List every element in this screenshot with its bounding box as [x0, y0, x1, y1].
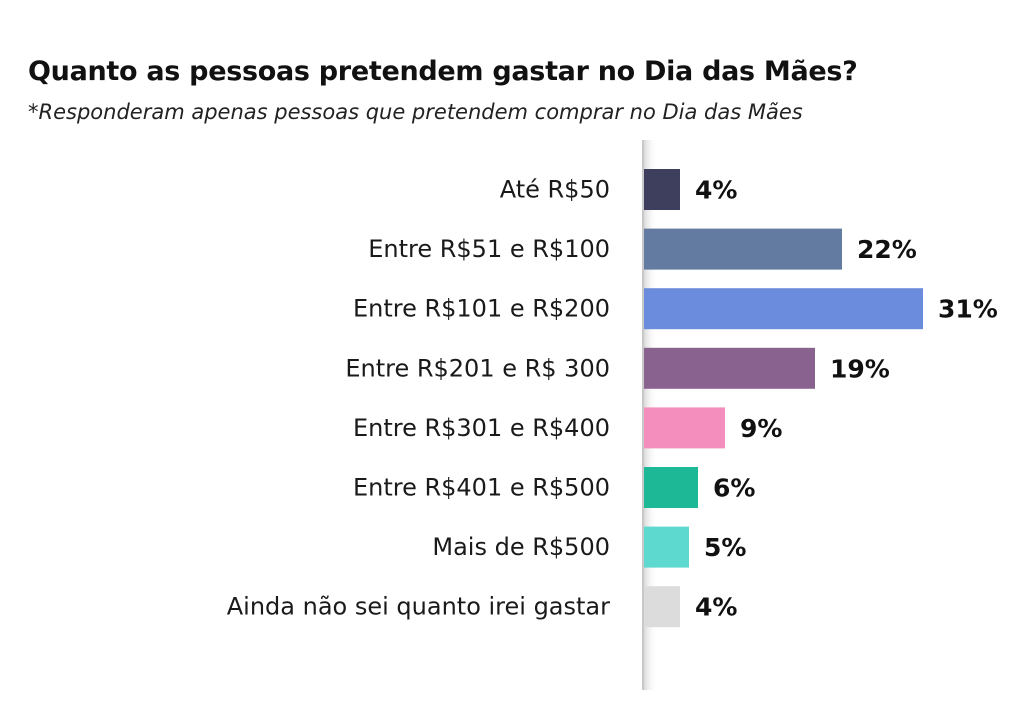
category-label: Mais de R$500	[432, 533, 610, 561]
bar	[644, 169, 680, 210]
bar	[644, 526, 689, 568]
data-label: 6%	[713, 474, 755, 503]
bar	[644, 467, 698, 508]
data-label: 5%	[704, 533, 746, 562]
bar	[644, 288, 923, 330]
category-label: Entre R$201 e R$ 300	[345, 354, 610, 382]
bar	[644, 347, 815, 389]
data-label: 22%	[857, 235, 917, 264]
category-label: Até R$50	[500, 176, 610, 204]
data-label: 4%	[695, 176, 737, 205]
chart-title: Quanto as pessoas pretendem gastar no Di…	[28, 56, 858, 87]
category-label: Ainda não sei quanto irei gastar	[227, 593, 610, 621]
category-label: Entre R$51 e R$100	[368, 235, 610, 263]
data-label: 19%	[830, 354, 890, 383]
data-label: 4%	[695, 593, 737, 622]
bar	[644, 586, 680, 628]
bar	[644, 407, 725, 449]
bar	[644, 228, 842, 270]
category-label: Entre R$401 e R$500	[353, 474, 610, 502]
data-label: 31%	[938, 295, 998, 324]
chart-subtitle: *Responderam apenas pessoas que pretende…	[28, 100, 803, 124]
category-label: Entre R$301 e R$400	[353, 414, 610, 442]
category-label: Entre R$101 e R$200	[353, 295, 610, 323]
data-label: 9%	[740, 414, 782, 443]
